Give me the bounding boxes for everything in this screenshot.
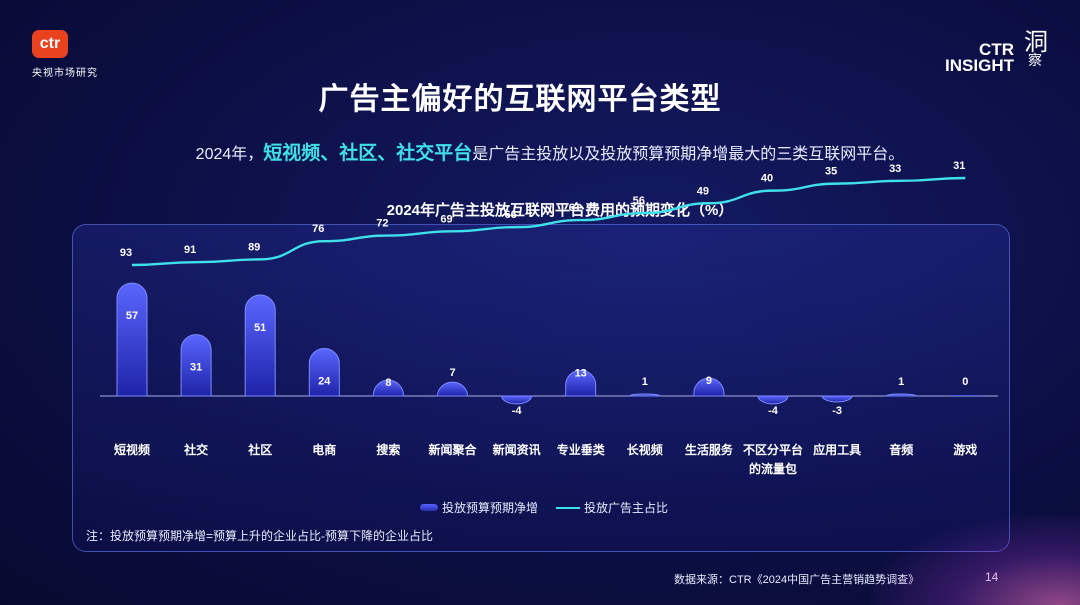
category-label-13: 游戏 <box>953 442 977 457</box>
bar-label-1: 31 <box>190 362 202 374</box>
legend-bar-swatch <box>420 504 438 511</box>
legend-bar-label: 投放预算预期净增 <box>442 501 539 515</box>
subtitle-prefix: 2024年， <box>195 146 264 163</box>
bar-2 <box>244 294 276 397</box>
bar-4 <box>372 379 404 397</box>
bar-13 <box>950 395 981 396</box>
ctr-insight-logo: CTR INSIGHT 洞 察 <box>938 28 1048 78</box>
bar-10 <box>757 395 789 405</box>
subtitle-highlight: 短视频、社区、社交平台 <box>263 143 473 164</box>
line-label-11: 35 <box>825 166 837 178</box>
bar-label-9: 9 <box>706 375 712 387</box>
line-label-6: 66 <box>504 209 516 221</box>
line-label-13: 31 <box>953 160 965 172</box>
bar-9 <box>693 377 725 397</box>
category-label-6: 新闻资讯 <box>493 442 541 457</box>
bar-label-10: -4 <box>768 405 779 417</box>
chart-legend: 投放预算预期净增 投放广告主占比 <box>420 499 668 516</box>
category-label-2: 社区 <box>247 442 272 457</box>
subtitle-suffix: 是广告主投放以及投放预算预期净增最大的三类互联网平台。 <box>472 146 905 163</box>
category-label-8: 长视频 <box>627 442 663 457</box>
chart-title: 2024年广告主投放互联网平台费用的预期变化（%） <box>386 202 734 219</box>
line-label-3: 76 <box>312 223 324 235</box>
ctr-logo: ctr 央视市场研究 <box>32 30 98 79</box>
category-label-10: 的流量包 <box>749 461 797 476</box>
bar-label-0: 57 <box>126 310 138 322</box>
bar-label-4: 8 <box>385 377 391 389</box>
line-label-1: 91 <box>184 244 196 256</box>
bar-8 <box>629 393 661 397</box>
category-label-11: 应用工具 <box>813 442 861 457</box>
category-label-7: 专业垂类 <box>557 442 606 457</box>
insight-char-cha: 察 <box>1028 53 1042 69</box>
page-title: 广告主偏好的互联网平台类型 <box>318 83 722 116</box>
decorative-glow <box>870 515 1080 605</box>
line-label-12: 33 <box>889 163 901 175</box>
legend-line-swatch <box>556 506 581 509</box>
bar-label-12: 1 <box>898 376 904 388</box>
bar-1 <box>180 334 212 397</box>
footnote: 注：投放预算预期净增=预算上升的企业占比-预算下降的企业占比 <box>86 529 434 543</box>
line-label-0: 93 <box>120 247 132 259</box>
category-label-10: 不区分平台 <box>743 442 803 457</box>
bar-label-5: 7 <box>449 367 455 379</box>
bar-label-7: 13 <box>575 367 587 379</box>
category-label-1: 社交 <box>183 442 208 457</box>
line-label-4: 72 <box>376 218 388 230</box>
ctr-logo-subtitle: 央视市场研究 <box>32 68 98 79</box>
bar-label-11: -3 <box>832 405 842 417</box>
ctr-logo-mark: ctr <box>32 30 68 58</box>
bar-12 <box>885 393 917 397</box>
category-label-9: 生活服务 <box>685 442 734 457</box>
bar-label-13: 0 <box>962 376 968 388</box>
category-label-3: 电商 <box>312 442 336 457</box>
line-label-5: 69 <box>440 213 452 225</box>
line-label-8: 56 <box>633 195 645 207</box>
bar-label-6: -4 <box>512 405 523 417</box>
bar-7 <box>565 369 597 397</box>
page-subtitle: 2024年，短视频、社区、社交平台是广告主投放以及投放预算预期净增最大的三类互联… <box>0 138 1080 165</box>
line-label-2: 89 <box>248 241 260 253</box>
line-label-9: 49 <box>697 185 709 197</box>
data-source: 数据来源：CTR《2024中国广告主营销趋势调查》 <box>674 574 920 586</box>
insight-char-dong: 洞 <box>1024 28 1048 56</box>
category-label-12: 音频 <box>889 442 913 457</box>
bar-label-3: 24 <box>318 375 331 387</box>
category-label-0: 短视频 <box>114 442 150 457</box>
category-label-4: 搜索 <box>376 442 400 457</box>
bar-5 <box>436 381 469 397</box>
bar-label-8: 1 <box>642 376 648 388</box>
chart-panel <box>72 224 1010 552</box>
line-series <box>131 176 966 267</box>
line-label-7: 61 <box>569 202 581 214</box>
category-label-5: 新闻聚合 <box>428 442 477 457</box>
bar-11 <box>821 395 853 403</box>
ctr-insight-text: CTR INSIGHT <box>945 40 1014 75</box>
bar-6 <box>501 395 533 405</box>
bar-0 <box>116 282 148 397</box>
legend-line-label: 投放广告主占比 <box>584 501 669 515</box>
bar-3 <box>308 348 340 397</box>
line-label-10: 40 <box>761 173 773 185</box>
bar-label-2: 51 <box>254 322 266 334</box>
